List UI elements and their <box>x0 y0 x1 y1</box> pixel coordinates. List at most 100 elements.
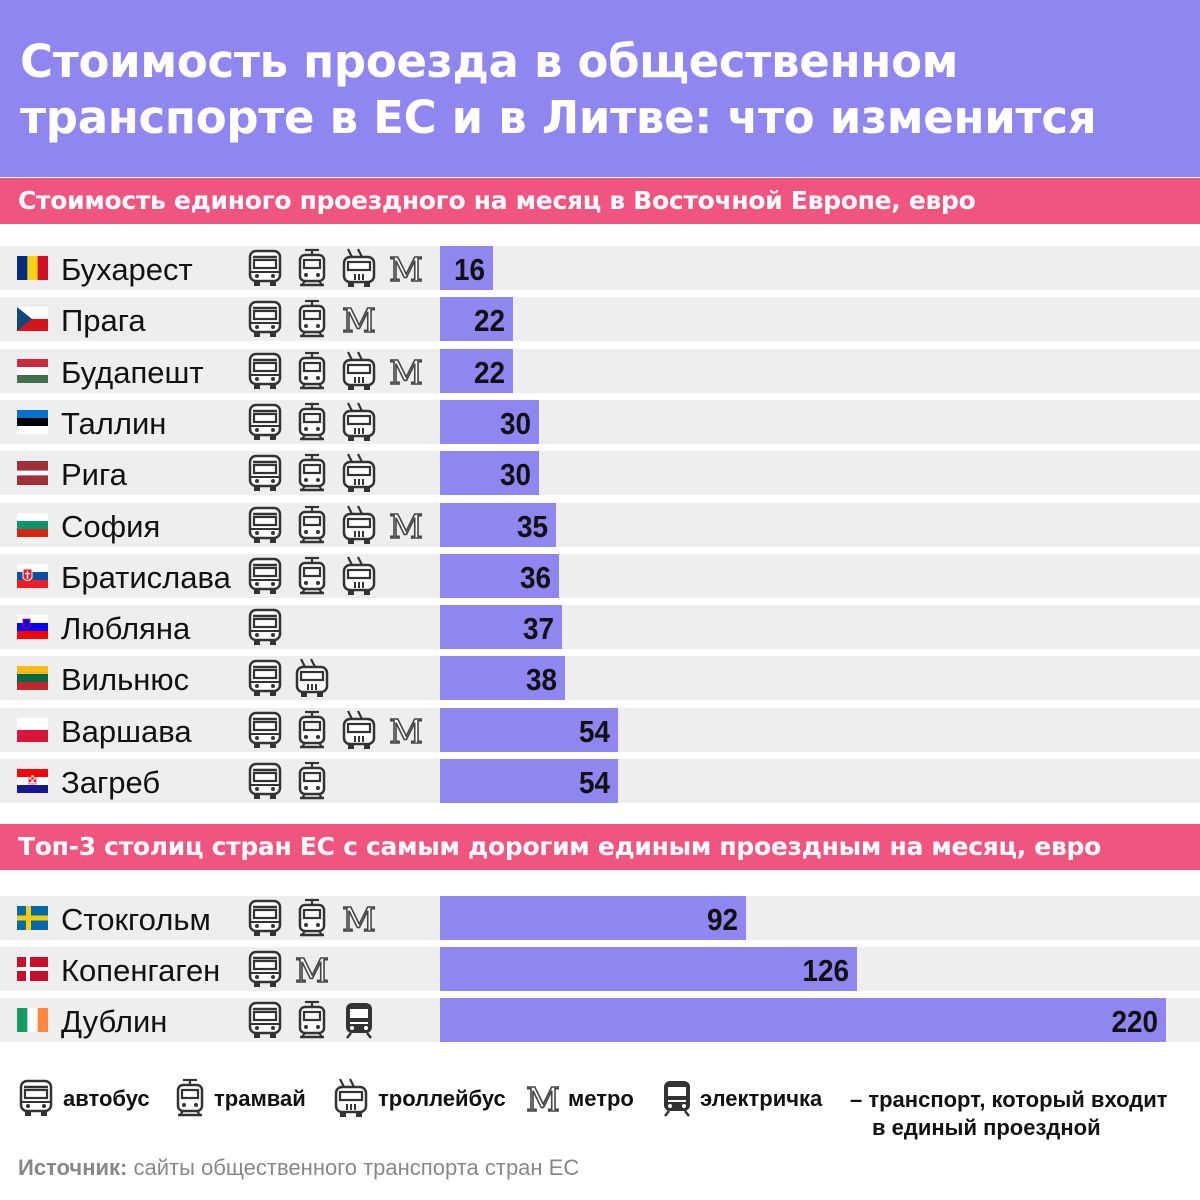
bar-value-label: 92 <box>706 902 738 937</box>
bar <box>440 759 619 803</box>
legend-label-trolleybus: троллейбус <box>378 1086 506 1111</box>
city-label: София <box>61 508 161 544</box>
legend-metro-icon: M <box>524 1078 562 1122</box>
city-label: Прага <box>61 303 146 339</box>
trolleybus-icon <box>340 710 378 750</box>
flag-estonia <box>17 409 48 434</box>
train-icon <box>340 1000 378 1040</box>
legend-bus-icon <box>17 1078 55 1122</box>
bar-value-label: 30 <box>499 405 531 441</box>
bus-icon <box>246 949 284 989</box>
metro-icon: M <box>340 299 378 339</box>
metro-icon: M <box>340 898 378 938</box>
flag-hungary <box>17 358 48 383</box>
city-label: Бухарест <box>61 252 193 287</box>
flag-lithuania <box>17 666 48 691</box>
row-background <box>0 553 1200 598</box>
city-label: Таллин <box>61 405 167 441</box>
bar <box>440 451 539 496</box>
trolleybus-icon <box>340 248 378 288</box>
bus-icon <box>246 607 284 647</box>
tram-icon <box>293 556 331 596</box>
flag-slovenia <box>17 615 48 640</box>
row-background <box>0 502 1200 547</box>
metro-icon: M <box>387 710 425 750</box>
svg-text:M: M <box>342 900 376 938</box>
tram-icon <box>293 505 331 545</box>
city-label: Будапешт <box>61 354 204 390</box>
section-title-eastern-europe: Стоимость единого проездного на месяц в … <box>0 178 1200 224</box>
tram-icon <box>293 351 331 391</box>
metro-icon: M <box>387 351 425 391</box>
bus-icon <box>246 556 284 596</box>
flag-bulgaria <box>17 512 48 537</box>
flag-denmark <box>17 957 48 981</box>
bar <box>440 348 513 393</box>
row-background <box>0 297 1200 342</box>
bus-icon <box>246 248 284 288</box>
trolleybus-icon <box>340 351 378 391</box>
bus-icon <box>246 299 284 339</box>
legend-label-bus: автобус <box>63 1086 150 1111</box>
bus-icon <box>246 710 284 750</box>
bar <box>440 656 566 701</box>
bar <box>440 399 539 444</box>
trolleybus-icon <box>340 402 378 442</box>
row-background <box>0 399 1200 444</box>
bus-icon <box>246 402 284 442</box>
flag-romania <box>17 256 48 280</box>
svg-text:M: M <box>342 301 376 339</box>
tram-icon <box>293 898 331 938</box>
legend-label-metro: метро <box>568 1086 634 1111</box>
tram-icon <box>293 761 331 801</box>
bar-value-label: 54 <box>579 765 611 800</box>
bar-value-label: 16 <box>453 252 485 287</box>
city-label: Любляна <box>61 611 191 647</box>
source: Источник: сайты общественного транспорта… <box>18 1155 579 1181</box>
flag-slovakia <box>17 563 48 588</box>
legend-label-tram: трамвай <box>214 1086 306 1111</box>
bus-icon <box>246 658 284 698</box>
bar-value-label: 35 <box>516 508 548 544</box>
bar-value-label: 220 <box>1111 1004 1158 1039</box>
header: Стоимость проезда в общественном транспо… <box>0 0 1200 177</box>
bar <box>440 297 513 342</box>
bar-value-label: 37 <box>523 611 555 647</box>
bar <box>440 707 619 752</box>
svg-text:M: M <box>389 507 423 545</box>
bar-value-label: 22 <box>473 303 505 339</box>
source-label: Источник: <box>18 1155 128 1180</box>
trolleybus-icon <box>340 556 378 596</box>
bar <box>440 998 1166 1042</box>
legend-note-line2: в единый проездной <box>872 1115 1101 1140</box>
bus-icon <box>246 453 284 493</box>
flag-sweden <box>17 906 48 930</box>
flag-ireland <box>17 1008 48 1032</box>
bar <box>440 896 746 940</box>
legend-train-icon <box>658 1078 696 1122</box>
bar <box>440 246 493 290</box>
legend-tram-icon <box>171 1078 209 1122</box>
svg-text:M: M <box>295 951 329 989</box>
flag-latvia <box>17 461 48 486</box>
tram-icon <box>293 299 331 339</box>
bar-value-label: 38 <box>526 662 558 698</box>
bar-value-label: 36 <box>519 559 551 595</box>
bar-value-label: 22 <box>473 354 505 390</box>
svg-text:M: M <box>389 353 423 391</box>
source-text: сайты общественного транспорта стран ЕС <box>127 1155 580 1180</box>
trolleybus-icon <box>293 658 331 698</box>
bar <box>440 605 563 650</box>
city-label: Варшава <box>61 713 192 749</box>
section-title-top3: Топ-3 столиц стран ЕС с самым дорогим ед… <box>0 824 1200 870</box>
row-background <box>0 656 1200 701</box>
flag-czechia <box>17 307 48 332</box>
row-background <box>0 451 1200 496</box>
bar-value-label: 30 <box>499 457 531 493</box>
metro-icon: M <box>387 248 425 288</box>
flag-poland <box>17 717 48 742</box>
metro-icon: M <box>293 949 331 989</box>
trolleybus-icon <box>340 505 378 545</box>
trolleybus-icon <box>340 453 378 493</box>
tram-icon <box>293 1000 331 1040</box>
